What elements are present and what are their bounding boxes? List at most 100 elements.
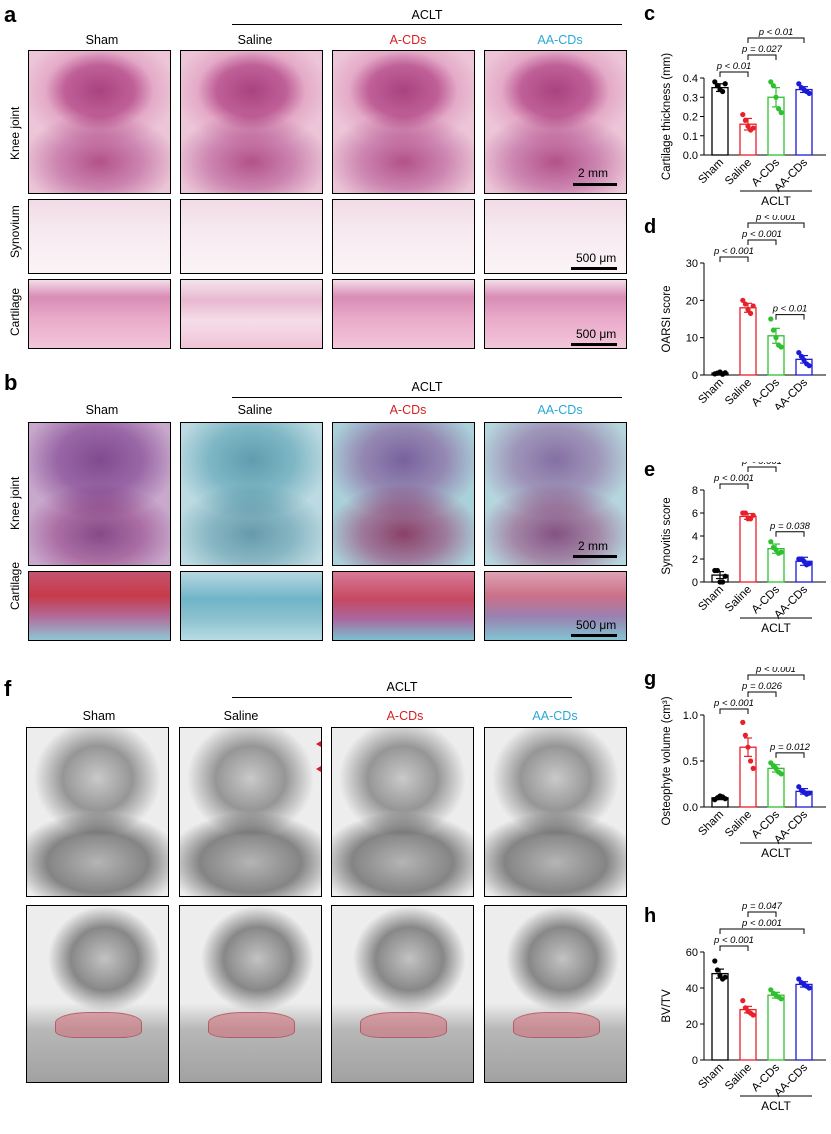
panel-f-col-saline: Saline [223,709,259,723]
data-point [712,958,718,964]
group-label: ACLT [761,621,791,635]
osteophyte-arrow-icon [316,763,321,775]
significance-bracket [747,37,805,43]
y-tick-label: 30 [686,258,698,270]
micrograph-safranin-knee-aacds [484,422,627,566]
significance-bracket [719,928,805,934]
p-value-label: p = 0.012 [769,742,811,753]
bar-aa-cds [795,983,813,1061]
y-tick-label: 0.1 [683,131,698,143]
bar-saline [739,307,757,376]
y-tick-label: 8 [692,485,698,497]
data-point [770,327,776,333]
significance-bracket [775,752,805,758]
micrograph-safranin-knee-saline [180,422,323,566]
scale-bar [571,343,617,346]
p-value-label: p < 0.01 [772,304,808,315]
significance-bracket [719,945,749,951]
data-point [740,998,746,1004]
panel-f-col-acds: A-CDs [386,709,424,723]
x-tick-label: Sham [696,157,726,187]
data-point [796,350,802,356]
y-tick-label: 0.4 [683,73,698,85]
y-tick-label: 1.0 [683,710,698,722]
bar-sham [711,972,729,1061]
group-label: ACLT [761,194,791,205]
microct-side-sham [26,905,169,1083]
bar-a-cds [767,994,785,1061]
data-point [714,967,720,973]
data-point [748,310,754,316]
data-point [748,758,754,764]
data-point [770,83,776,89]
panel-h-letter: h [644,905,656,927]
micrograph-cartilage-saf-acds [332,571,475,641]
significance-bracket [747,691,777,697]
microct-side-acds [331,905,474,1083]
data-point [806,985,812,991]
y-tick-label: 0.0 [683,802,698,814]
panel-f-aclt-label: ACLT [386,680,418,694]
p-value-label: p < 0.01 [758,27,794,38]
micrograph-cartilage-saf-saline [180,571,323,641]
data-point [742,510,748,516]
data-point [745,307,751,313]
chart-cartilage-thickness: c 0.0 0.1 0.2 0.3 0.4 Cartilage thickness (mm)… [644,3,826,205]
micrograph-he-knee-aacds [484,50,627,194]
y-axis-label: OARSI score [661,285,673,352]
micrograph-cartilage-he-acds [332,279,475,349]
panel-b-row-cartilage: Cartilage [8,561,22,610]
panel-a-col-aacds: AA-CDs [537,33,583,47]
panel-a-row-cartilage: Cartilage [8,287,22,336]
y-tick-label: 2 [692,554,698,566]
bar-saline [739,515,757,583]
microct-side-saline [179,905,322,1083]
micrograph-he-knee-acds [332,50,475,194]
p-value-label: p = 0.038 [769,521,811,532]
significance-bracket [747,674,805,680]
y-tick-label: 0 [692,1055,698,1067]
chart-bvtv: h0204060BV/TVShamSalineA-CDsAA-CDsACLTp … [644,901,826,1113]
data-point [742,117,748,123]
micrograph-cartilage-saf-aacds [484,571,627,641]
panel-f-aclt-line [232,697,572,698]
data-point [742,301,748,307]
panel-b-col-saline: Saline [237,403,273,417]
data-point [742,732,748,738]
micrograph-synovium-saline [180,199,323,274]
data-point [773,765,779,771]
meniscus-highlight [513,1011,600,1039]
y-tick-label: 0.5 [683,756,698,768]
p-value-label: p < 0.001 [713,698,754,709]
y-tick-label: 0.0 [683,150,698,162]
panel-b-aclt-line [232,397,622,398]
significance-bracket [747,222,805,228]
data-point [750,512,756,518]
significance-bracket [719,71,749,77]
p-value-label: p < 0.001 [713,246,754,257]
y-axis-label: Osteophyte volume (cm³) [661,696,673,825]
y-tick-label: 60 [686,947,698,959]
micrograph-he-knee-saline [180,50,323,194]
scale-bar [571,634,617,637]
data-point [722,81,728,87]
data-point [745,123,751,129]
panel-b-col-sham: Sham [85,403,119,417]
significance-bracket [719,483,749,489]
panel-c-letter: c [644,3,655,25]
data-point [778,344,784,350]
panel-g-letter: g [644,668,656,690]
y-axis-label: Synovitis score [661,497,673,574]
panel-a-row-synovium: Synovium [8,205,22,258]
data-point [773,94,779,100]
panel-b-letter: b [4,370,18,395]
micrograph-cartilage-he-sham [28,279,171,349]
scale-bar [571,267,617,270]
microct-front-aacds [484,727,627,897]
chart-osteophyte-volume: g 0.0 0.5 1.0 Osteophyte volume (cm³) ShamSal… [644,667,826,860]
p-value-label: p < 0.001 [755,215,796,223]
panel-b-col-acds: A-CDs [389,403,427,417]
panel-d-letter: d [644,216,656,238]
data-point [714,83,720,89]
